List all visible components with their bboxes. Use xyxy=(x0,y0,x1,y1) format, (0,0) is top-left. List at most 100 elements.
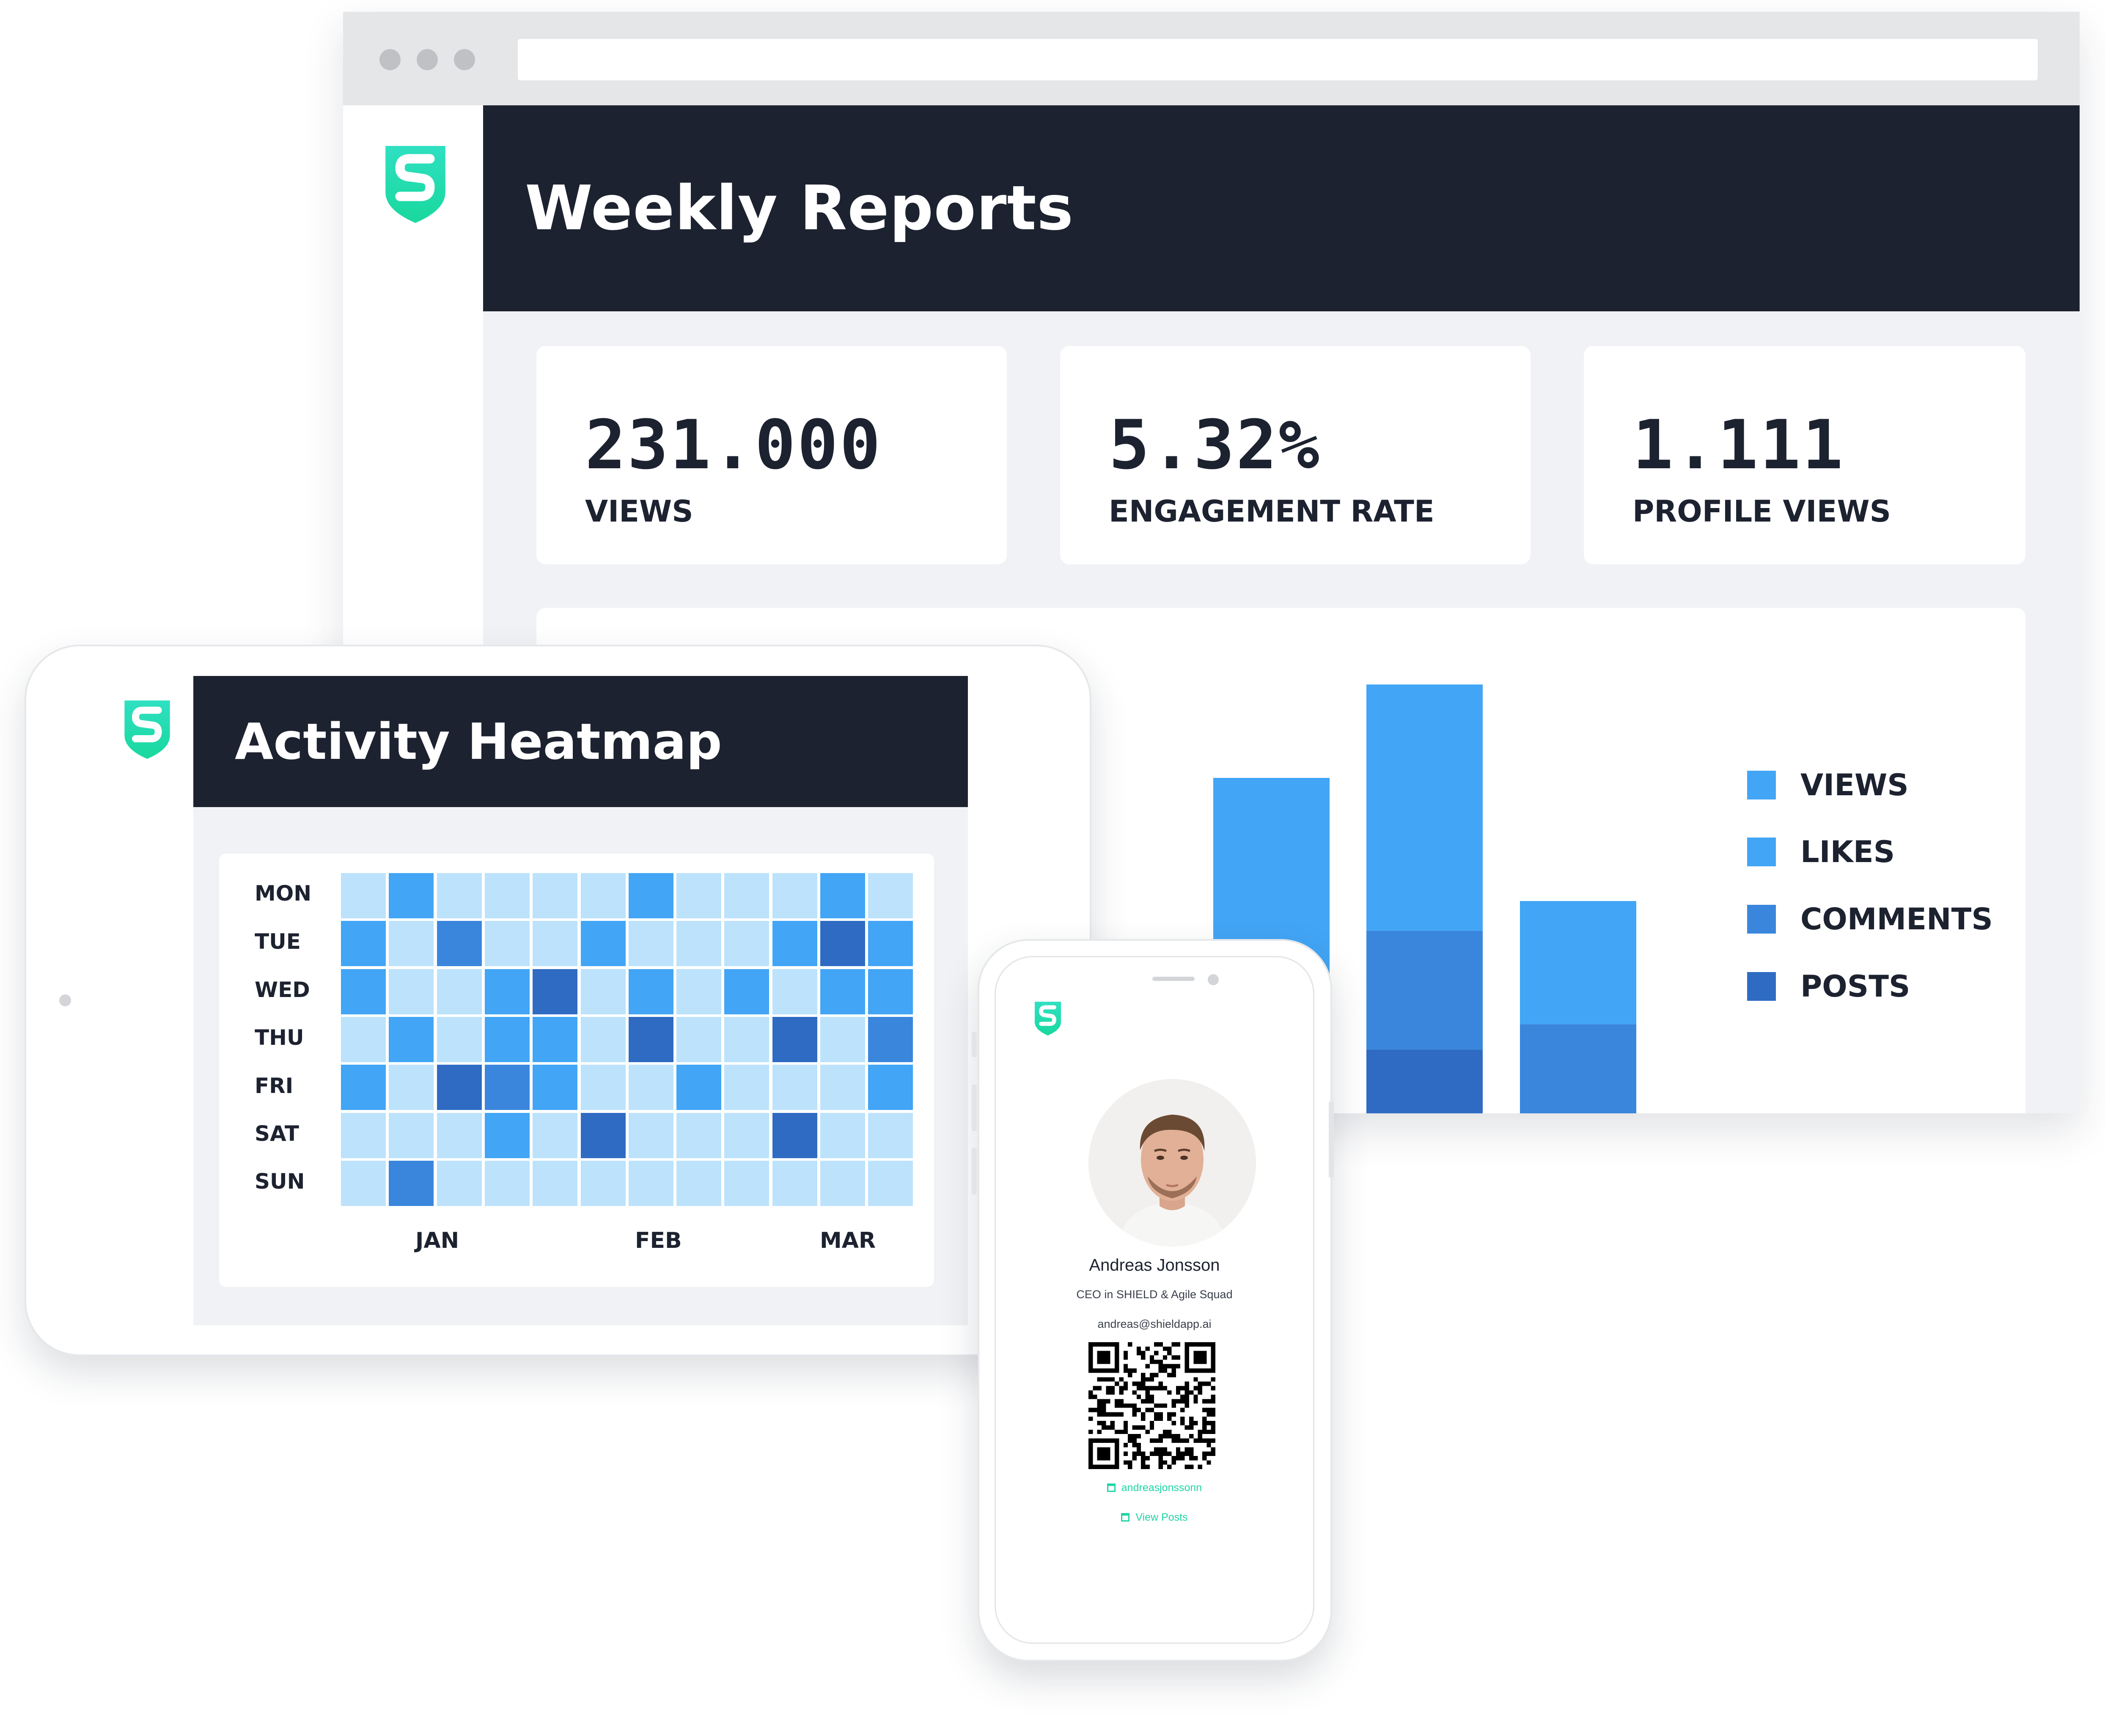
heatmap-cell[interactable] xyxy=(437,921,482,967)
heatmap-cell[interactable] xyxy=(868,1065,913,1110)
heatmap-cell[interactable] xyxy=(533,873,578,918)
heatmap-cell[interactable] xyxy=(724,921,769,967)
stat-card-profile-views: 1.111 PROFILE VIEWS xyxy=(1584,346,2025,564)
heatmap-cell[interactable] xyxy=(772,1112,817,1158)
phone-volume-up xyxy=(972,1085,977,1131)
view-posts-link[interactable]: View Posts xyxy=(996,1511,1313,1524)
heatmap-cell[interactable] xyxy=(772,969,817,1014)
heatmap-cell[interactable] xyxy=(533,1160,578,1206)
heatmap-cell[interactable] xyxy=(676,873,722,918)
heatmap-cell[interactable] xyxy=(868,969,913,1014)
avatar xyxy=(1088,1079,1256,1247)
heatmap-cell[interactable] xyxy=(389,873,434,918)
day-label: FRI xyxy=(255,1074,294,1098)
heatmap-cell[interactable] xyxy=(868,1016,913,1062)
heatmap-cell[interactable] xyxy=(676,921,722,967)
heatmap-cell[interactable] xyxy=(389,1112,434,1158)
heatmap-cell[interactable] xyxy=(724,1112,769,1158)
heatmap-cell[interactable] xyxy=(341,1065,386,1110)
heatmap-cell[interactable] xyxy=(820,921,865,967)
heatmap-cell[interactable] xyxy=(724,1016,769,1062)
heatmap-cell[interactable] xyxy=(772,921,817,967)
heatmap-cell[interactable] xyxy=(341,921,386,967)
shield-logo-icon[interactable] xyxy=(1035,1002,1061,1036)
heatmap-cell[interactable] xyxy=(484,1112,530,1158)
heatmap-cell[interactable] xyxy=(628,1016,673,1062)
heatmap-cell[interactable] xyxy=(868,921,913,967)
heatmap-cell[interactable] xyxy=(820,1016,865,1062)
heatmap-cell[interactable] xyxy=(580,1112,626,1158)
heatmap-cell[interactable] xyxy=(724,1160,769,1206)
heatmap-cell[interactable] xyxy=(868,1112,913,1158)
heatmap-cell[interactable] xyxy=(868,873,913,918)
heatmap-cell[interactable] xyxy=(533,921,578,967)
heatmap-cell[interactable] xyxy=(772,1016,817,1062)
heatmap-cell[interactable] xyxy=(628,1112,673,1158)
heatmap-cell[interactable] xyxy=(341,969,386,1014)
heatmap-cell[interactable] xyxy=(628,1160,673,1206)
heatmap-cell[interactable] xyxy=(580,921,626,967)
heatmap-cell[interactable] xyxy=(676,1065,722,1110)
profile-email[interactable]: andreas@shieldapp.ai xyxy=(1097,1318,1212,1330)
heatmap-cell[interactable] xyxy=(820,1160,865,1206)
heatmap-cell[interactable] xyxy=(628,873,673,918)
shield-logo-icon[interactable] xyxy=(124,700,170,759)
window-minimize-dot[interactable] xyxy=(417,49,438,70)
heatmap-cell[interactable] xyxy=(820,1112,865,1158)
heatmap-cell[interactable] xyxy=(389,1016,434,1062)
shield-logo-icon[interactable] xyxy=(385,146,445,223)
heatmap-cell[interactable] xyxy=(676,1160,722,1206)
window-close-dot[interactable] xyxy=(379,49,401,70)
heatmap-cell[interactable] xyxy=(389,1160,434,1206)
heatmap-cell[interactable] xyxy=(484,873,530,918)
day-label: SUN xyxy=(255,1169,305,1194)
heatmap-cell[interactable] xyxy=(772,1160,817,1206)
heatmap-cell[interactable] xyxy=(820,873,865,918)
heatmap-cell[interactable] xyxy=(437,1160,482,1206)
heatmap-cell[interactable] xyxy=(389,921,434,967)
heatmap-cell[interactable] xyxy=(484,969,530,1014)
heatmap-cell[interactable] xyxy=(820,1065,865,1110)
heatmap-cell[interactable] xyxy=(484,921,530,967)
heatmap-cell[interactable] xyxy=(341,1112,386,1158)
heatmap-cell[interactable] xyxy=(820,969,865,1014)
heatmap-cell[interactable] xyxy=(437,969,482,1014)
heatmap-cell[interactable] xyxy=(724,969,769,1014)
heatmap-cell[interactable] xyxy=(437,1016,482,1062)
heatmap-cell[interactable] xyxy=(341,873,386,918)
heatmap-cell[interactable] xyxy=(437,1112,482,1158)
heatmap-cell[interactable] xyxy=(389,1065,434,1110)
heatmap-cell[interactable] xyxy=(724,1065,769,1110)
heatmap-cell[interactable] xyxy=(676,969,722,1014)
heatmap-cell[interactable] xyxy=(724,873,769,918)
address-bar[interactable] xyxy=(518,39,2038,80)
heatmap-cell[interactable] xyxy=(580,969,626,1014)
heatmap-cell[interactable] xyxy=(676,1016,722,1062)
heatmap-cell[interactable] xyxy=(580,873,626,918)
profile-link-handle[interactable]: andreasjonssonn xyxy=(996,1482,1313,1494)
heatmap-cell[interactable] xyxy=(772,1065,817,1110)
heatmap-cell[interactable] xyxy=(341,1016,386,1062)
heatmap-cell[interactable] xyxy=(628,921,673,967)
heatmap-cell[interactable] xyxy=(341,1160,386,1206)
heatmap-cell[interactable] xyxy=(484,1065,530,1110)
heatmap-cell[interactable] xyxy=(580,1016,626,1062)
window-maximize-dot[interactable] xyxy=(454,49,475,70)
heatmap-cell[interactable] xyxy=(772,873,817,918)
heatmap-cell[interactable] xyxy=(533,1016,578,1062)
heatmap-cell[interactable] xyxy=(533,1112,578,1158)
heatmap-cell[interactable] xyxy=(628,969,673,1014)
heatmap-cell[interactable] xyxy=(533,1065,578,1110)
heatmap-cell[interactable] xyxy=(580,1065,626,1110)
heatmap-cell[interactable] xyxy=(628,1065,673,1110)
heatmap-cell[interactable] xyxy=(484,1160,530,1206)
heatmap-cell[interactable] xyxy=(868,1160,913,1206)
day-label: SAT xyxy=(255,1121,299,1146)
heatmap-cell[interactable] xyxy=(389,969,434,1014)
heatmap-cell[interactable] xyxy=(437,873,482,918)
heatmap-cell[interactable] xyxy=(676,1112,722,1158)
heatmap-cell[interactable] xyxy=(533,969,578,1014)
heatmap-cell[interactable] xyxy=(437,1065,482,1110)
heatmap-cell[interactable] xyxy=(580,1160,626,1206)
heatmap-cell[interactable] xyxy=(484,1016,530,1062)
